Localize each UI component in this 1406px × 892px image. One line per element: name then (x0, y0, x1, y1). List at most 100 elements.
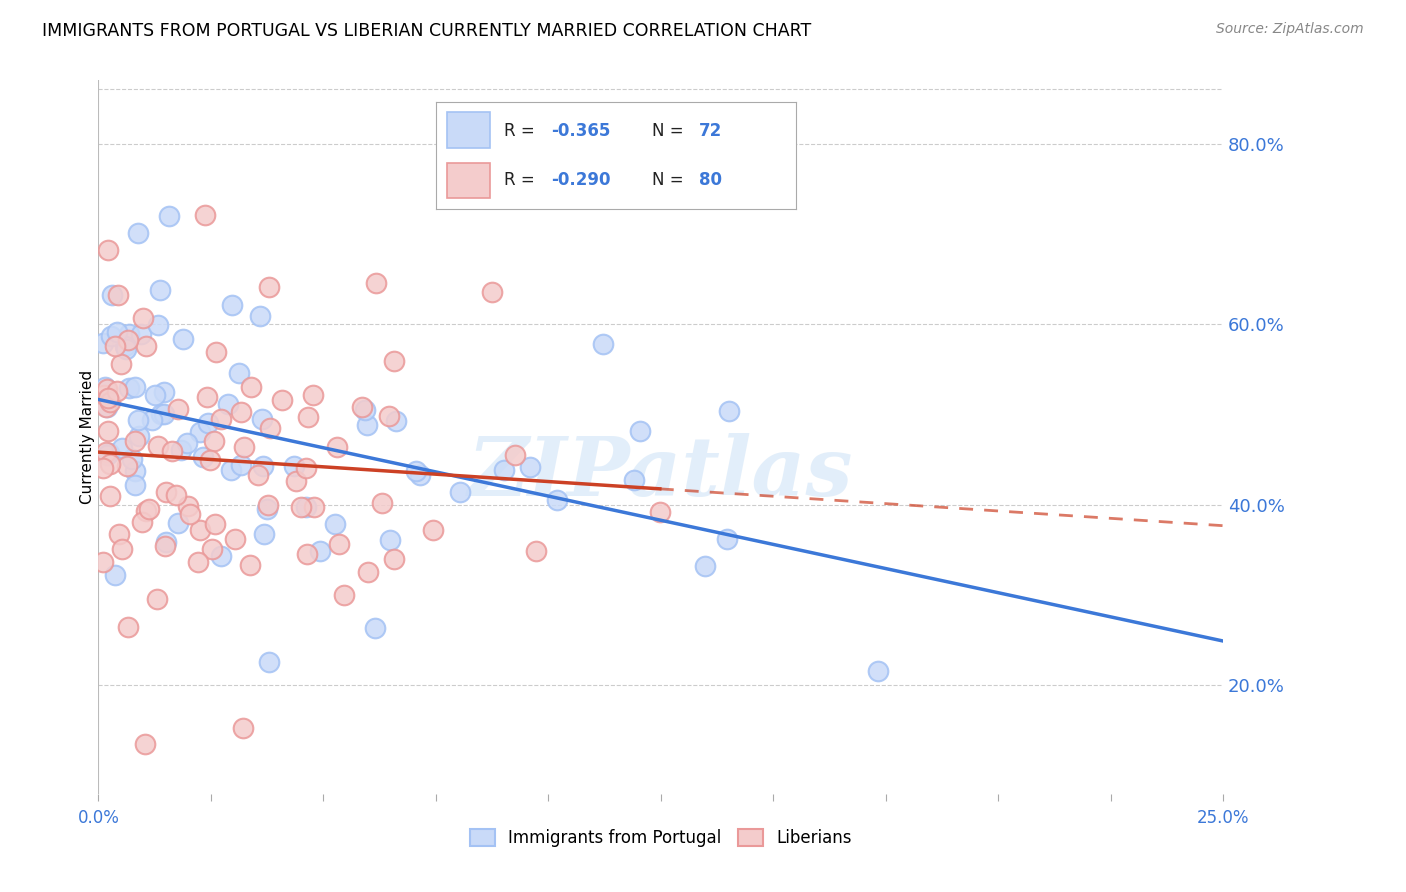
Point (114, 342, 136, 356)
Point (101, 288, 124, 302)
Point (117, 333, 139, 347)
Point (232, 440, 254, 454)
Point (155, 539, 177, 553)
Point (868, 664, 890, 678)
Point (195, 390, 218, 404)
Point (148, 439, 170, 453)
Text: ZIPatlas: ZIPatlas (468, 433, 853, 513)
Point (519, 460, 541, 475)
Point (124, 434, 146, 448)
Point (384, 414, 406, 428)
Point (98, 458, 121, 472)
Point (94, 400, 117, 414)
Point (328, 537, 350, 551)
Point (716, 532, 738, 546)
Point (104, 567, 127, 582)
Point (309, 544, 332, 558)
Point (628, 424, 651, 438)
Point (356, 418, 378, 433)
Point (105, 384, 128, 398)
Point (295, 460, 318, 475)
Point (409, 468, 432, 483)
Point (382, 552, 405, 566)
Point (169, 443, 191, 458)
Point (623, 473, 645, 487)
Point (188, 425, 211, 439)
Point (153, 407, 176, 421)
Point (187, 555, 209, 569)
Point (229, 458, 252, 472)
Point (209, 549, 232, 563)
Point (121, 451, 143, 466)
Point (145, 388, 167, 402)
Point (172, 332, 194, 346)
Point (257, 655, 280, 669)
Point (111, 542, 134, 557)
Point (257, 498, 280, 512)
Point (252, 459, 274, 474)
Point (141, 413, 163, 427)
Point (202, 434, 225, 448)
Text: IMMIGRANTS FROM PORTUGAL VS LIBERIAN CURRENTLY MARRIED CORRELATION CHART: IMMIGRANTS FROM PORTUGAL VS LIBERIAN CUR… (42, 22, 811, 40)
Point (325, 517, 347, 532)
Point (249, 309, 271, 323)
Point (124, 477, 146, 491)
Point (259, 280, 281, 294)
Point (104, 338, 127, 352)
Point (155, 484, 177, 499)
Point (204, 345, 226, 359)
Point (105, 325, 128, 339)
Point (149, 283, 172, 297)
Point (422, 523, 444, 537)
Point (191, 450, 214, 464)
Point (592, 336, 614, 351)
Point (100, 328, 122, 343)
Point (503, 448, 526, 462)
Point (382, 354, 405, 368)
Point (201, 542, 224, 557)
Point (124, 379, 146, 393)
Point (146, 318, 169, 332)
Point (364, 277, 387, 291)
Point (176, 435, 198, 450)
Point (232, 721, 254, 735)
Point (546, 493, 568, 508)
Point (97, 424, 120, 438)
Point (253, 526, 276, 541)
Point (152, 384, 174, 399)
Point (91, 335, 114, 350)
Point (131, 326, 153, 341)
Point (333, 588, 356, 602)
Point (717, 404, 740, 418)
Point (204, 517, 226, 532)
Point (127, 227, 149, 241)
Point (135, 339, 157, 353)
Point (93, 388, 115, 402)
Point (283, 458, 305, 473)
Point (146, 592, 169, 607)
Point (110, 357, 132, 371)
Point (107, 288, 129, 302)
Point (295, 500, 318, 515)
Point (297, 409, 319, 424)
Point (194, 208, 217, 222)
Text: Source: ZipAtlas.com: Source: ZipAtlas.com (1216, 22, 1364, 37)
Point (98, 394, 121, 409)
Point (481, 285, 503, 300)
Point (217, 397, 239, 411)
Point (128, 429, 150, 443)
Point (165, 488, 187, 502)
Point (131, 515, 153, 529)
Point (326, 440, 349, 454)
Point (224, 532, 246, 546)
Point (179, 507, 201, 521)
Point (271, 392, 294, 407)
Point (98, 445, 121, 459)
Point (98, 489, 121, 503)
Point (239, 558, 262, 572)
Point (405, 464, 427, 478)
Point (295, 548, 318, 562)
Point (94, 444, 117, 458)
Point (96, 449, 118, 463)
Point (111, 441, 134, 455)
